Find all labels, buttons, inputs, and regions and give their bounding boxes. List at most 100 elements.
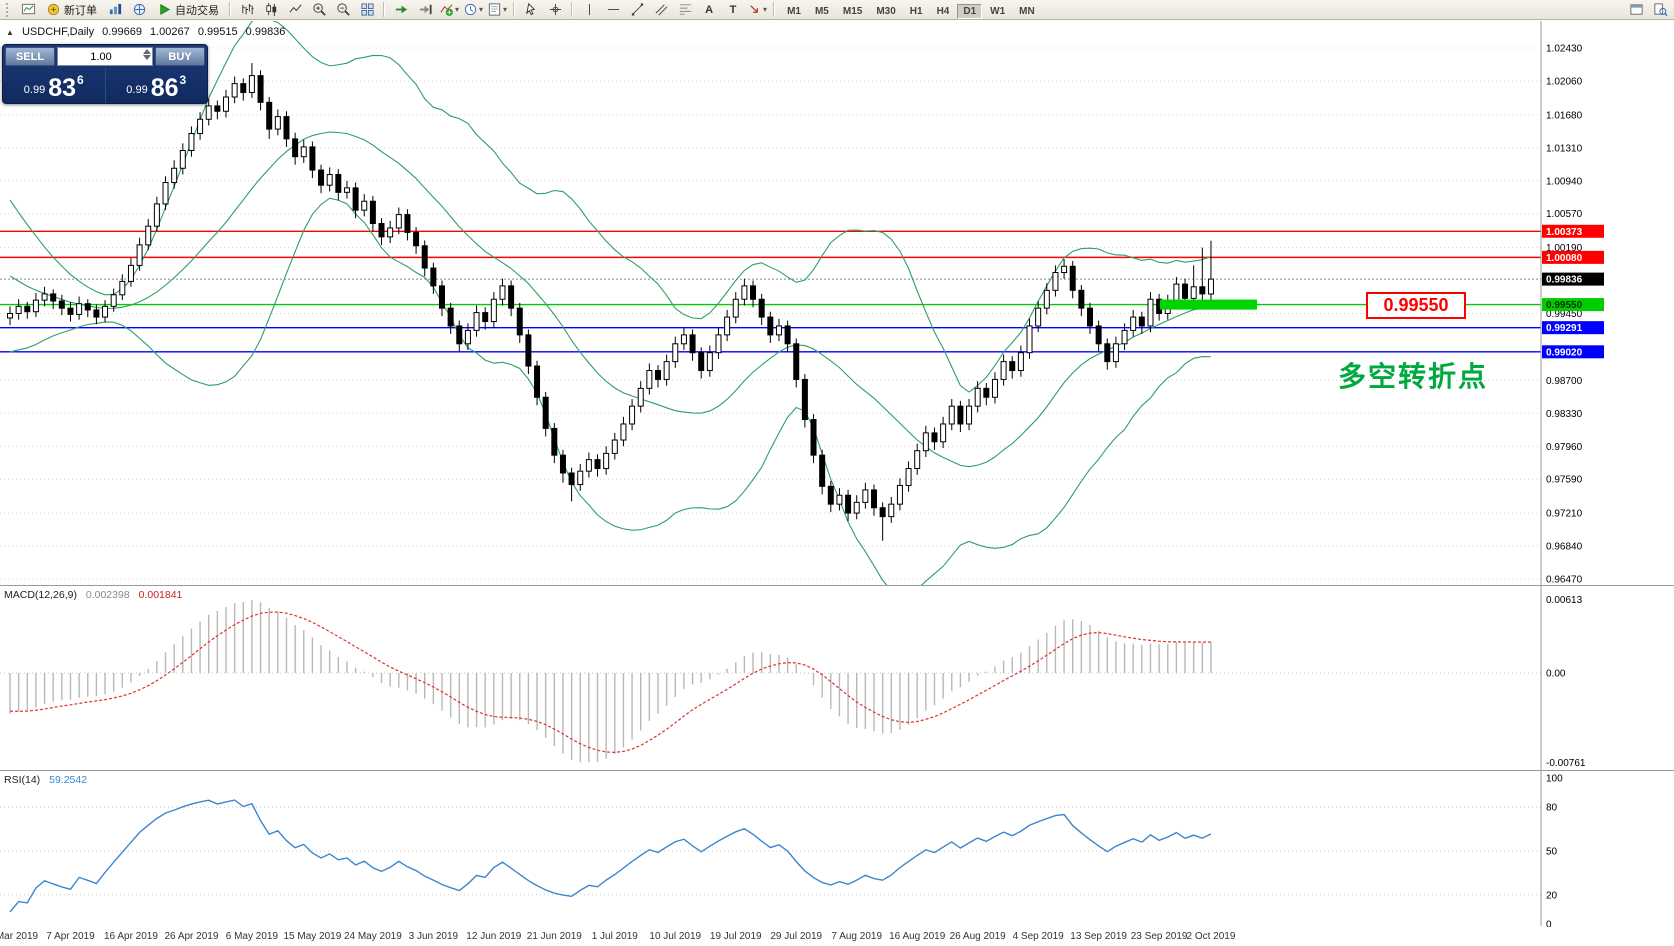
symbol-name: USDCHF,Daily: [21, 26, 95, 38]
timeframe-M5[interactable]: M5: [814, 5, 829, 17]
svg-text:0.00: 0.00: [1546, 669, 1566, 680]
label-tool-icon: T: [729, 3, 737, 16]
chevron-down-icon: ▾: [503, 5, 508, 14]
svg-text:-0.00761: -0.00761: [1546, 758, 1586, 769]
time-scale[interactable]: 28 Mar 2019 7 Apr 2019 16 Apr 2019 26 Apr 2…: [0, 927, 1674, 946]
label-tool-button[interactable]: T: [722, 0, 744, 20]
svg-text:0.97960: 0.97960: [1546, 442, 1583, 453]
buy-price[interactable]: 0.99 86 3: [106, 68, 208, 103]
high-value: 1.00267: [150, 26, 190, 38]
svg-text:0.99291: 0.99291: [1546, 323, 1583, 334]
macd-name: MACD(12,26,9): [4, 589, 77, 601]
svg-text:0.96840: 0.96840: [1546, 542, 1583, 553]
vertical-line-tool-button[interactable]: [578, 0, 600, 20]
periods-button[interactable]: ▾: [462, 0, 484, 20]
date-label: 26 Apr 2019: [164, 931, 219, 942]
timeframe-H4[interactable]: H4: [936, 5, 950, 17]
templates-button[interactable]: ▾: [486, 0, 508, 20]
volume-input[interactable]: [58, 49, 152, 64]
price-level-callout[interactable]: 0.99550: [1366, 292, 1466, 319]
candlestick-chart-button[interactable]: [260, 0, 282, 20]
indicators-button[interactable]: ▾: [438, 0, 460, 20]
auto-trading-icon: [157, 2, 172, 17]
buy-price-big: 86: [150, 73, 179, 102]
macd-signal-value: 0.001841: [138, 589, 183, 601]
chart-shift-button[interactable]: [414, 0, 436, 20]
date-label: 6 May 2019: [225, 931, 279, 942]
stepper-up-icon[interactable]: [143, 49, 151, 54]
svg-text:1.00570: 1.00570: [1546, 209, 1583, 220]
new-order-icon: [46, 2, 61, 17]
svg-text:1.02430: 1.02430: [1546, 44, 1583, 55]
svg-text:1.00080: 1.00080: [1546, 253, 1583, 264]
channel-tool-button[interactable]: [650, 0, 672, 20]
price-grid: [0, 47, 1541, 580]
text-tool-icon: A: [705, 3, 714, 16]
date-label: 7 Apr 2019: [46, 931, 95, 942]
timeframe-MN[interactable]: MN: [1019, 5, 1035, 17]
horizontal-line-tool-button[interactable]: [602, 0, 624, 20]
clock-icon: [463, 2, 478, 17]
new-chart-button[interactable]: [17, 0, 39, 20]
text-tool-button[interactable]: A: [698, 0, 720, 20]
bar-chart-button[interactable]: [236, 0, 258, 20]
symbol-marker-icon: ▲: [6, 28, 14, 37]
crosshair-tool-button[interactable]: [544, 0, 566, 20]
tile-windows-button[interactable]: [356, 0, 378, 20]
auto-scroll-button[interactable]: [390, 0, 412, 20]
svg-text:0.00613: 0.00613: [1546, 595, 1583, 606]
timeframe-M30[interactable]: M30: [876, 5, 896, 17]
navigator-button[interactable]: [128, 0, 150, 20]
timeframe-M1[interactable]: M1: [787, 5, 801, 17]
svg-text:0.99836: 0.99836: [1546, 275, 1583, 286]
buy-button[interactable]: BUY: [155, 47, 205, 66]
chevron-down-icon: ▾: [763, 5, 768, 14]
volume-box: [57, 47, 153, 66]
date-label: 23 Sep 2019: [1130, 931, 1188, 942]
rsi-line: [9, 799, 1212, 913]
svg-text:0.99450: 0.99450: [1546, 309, 1583, 320]
sell-button[interactable]: SELL: [5, 47, 55, 66]
arrows-tool-button[interactable]: ▾: [746, 0, 768, 20]
svg-text:0: 0: [1546, 920, 1552, 929]
date-label: 12 Jun 2019: [466, 931, 522, 942]
stepper-down-icon[interactable]: [143, 55, 151, 60]
auto-trading-button[interactable]: 自动交易: [152, 0, 224, 20]
timeframe-M15[interactable]: M15: [842, 5, 863, 17]
one-click-trading-panel: SELL BUY 0.99 83 6 0.99 86 3: [2, 44, 208, 104]
toolbar-separator: [383, 2, 385, 17]
chart-annotation-text[interactable]: 多空转折点: [1338, 361, 1489, 392]
svg-text:0.98330: 0.98330: [1546, 409, 1583, 420]
fibonacci-tool-button[interactable]: [674, 0, 696, 20]
svg-text:0.96470: 0.96470: [1546, 575, 1583, 586]
rsi-panel[interactable]: 100 80 50 20 0: [0, 771, 1674, 928]
svg-text:1.00373: 1.00373: [1546, 227, 1583, 238]
date-label: 19 Jul 2019: [709, 931, 762, 942]
line-chart-button[interactable]: [284, 0, 306, 20]
macd-histogram: [9, 600, 1212, 763]
new-window-button[interactable]: [1625, 0, 1647, 20]
timeframe-D1[interactable]: D1: [957, 3, 983, 19]
timeframe-W1[interactable]: W1: [990, 5, 1006, 17]
sell-price-big: 83: [48, 73, 77, 102]
date-label: 10 Jul 2019: [649, 931, 702, 942]
sell-price[interactable]: 0.99 83 6: [3, 68, 106, 103]
toolbar-separator: [571, 2, 574, 17]
market-watch-button[interactable]: [104, 0, 126, 20]
trendline-tool-button[interactable]: [626, 0, 648, 20]
cursor-tool-button[interactable]: [520, 0, 542, 20]
sell-price-prefix: 0.99: [23, 84, 46, 96]
timeframe-H1[interactable]: H1: [909, 5, 923, 17]
toolbar-separator: [773, 2, 776, 17]
toolbar-separator: [513, 2, 516, 17]
zoom-out-button[interactable]: [332, 0, 354, 20]
chevron-down-icon: ▾: [455, 5, 460, 14]
new-order-button[interactable]: 新订单: [41, 0, 102, 20]
volume-stepper[interactable]: [143, 49, 151, 60]
search-button[interactable]: [1649, 0, 1671, 20]
date-label: 16 Aug 2019: [889, 931, 946, 942]
macd-panel[interactable]: 0.00613 0.00 -0.00761: [0, 586, 1674, 771]
zoom-in-button[interactable]: [308, 0, 330, 20]
svg-text:20: 20: [1546, 890, 1558, 901]
